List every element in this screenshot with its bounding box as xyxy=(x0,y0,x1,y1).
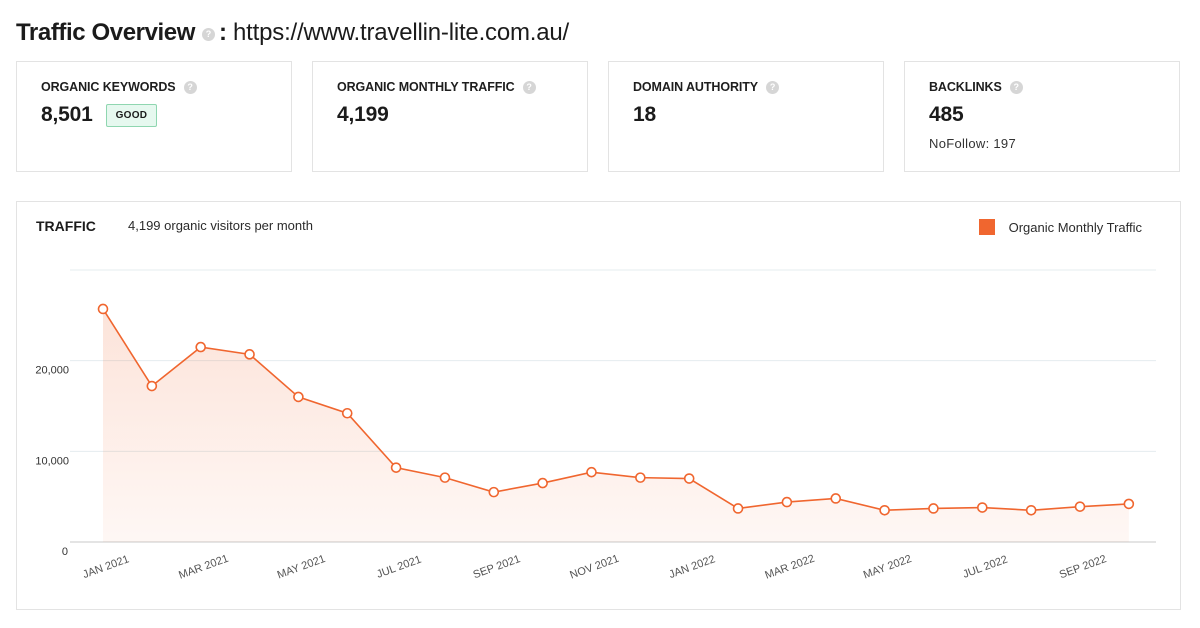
series-area xyxy=(103,308,1129,542)
data-point[interactable] xyxy=(683,473,695,484)
x-tick-label: MAY 2022 xyxy=(862,553,913,582)
x-tick-label: JUL 2021 xyxy=(375,554,423,581)
question-icon[interactable]: ? xyxy=(183,80,197,94)
data-point[interactable] xyxy=(488,486,500,498)
traffic-chart-panel: TRAFFIC 4,199 organic visitors per month… xyxy=(16,201,1181,610)
card-value: 8,501 xyxy=(41,103,93,126)
data-point[interactable] xyxy=(976,502,988,513)
card-domain-authority: DOMAIN AUTHORITY ? 18 xyxy=(608,61,884,172)
card-organic-keywords: ORGANIC KEYWORDS ? 8,501 GOOD xyxy=(16,61,292,172)
data-point[interactable] xyxy=(537,477,548,489)
data-point[interactable] xyxy=(1025,504,1037,516)
question-icon[interactable]: ? xyxy=(522,80,536,94)
card-label: ORGANIC MONTHLY TRAFFIC xyxy=(337,80,515,94)
data-point[interactable] xyxy=(879,504,890,516)
data-point[interactable] xyxy=(928,503,939,514)
card-backlinks: BACKLINKS ? 485 NoFollow: 197 xyxy=(904,61,1180,172)
y-tick-label: 10,000 xyxy=(35,455,69,467)
title-separator: : xyxy=(219,19,228,46)
data-point[interactable] xyxy=(244,349,255,360)
x-tick-label: MAR 2021 xyxy=(177,553,230,582)
card-label: BACKLINKS xyxy=(929,80,1002,94)
card-value: 4,199 xyxy=(337,103,389,126)
data-point[interactable] xyxy=(293,391,304,403)
card-value: 485 xyxy=(929,103,964,126)
x-tick-label: NOV 2021 xyxy=(568,553,620,582)
data-point[interactable] xyxy=(635,472,646,483)
data-point[interactable] xyxy=(195,341,206,353)
data-point[interactable] xyxy=(97,303,109,315)
data-point[interactable] xyxy=(341,407,353,419)
card-label: ORGANIC KEYWORDS xyxy=(41,80,176,94)
x-tick-label: JAN 2022 xyxy=(667,553,717,581)
data-point[interactable] xyxy=(586,466,597,478)
status-badge: GOOD xyxy=(105,103,158,127)
data-point[interactable] xyxy=(781,496,793,508)
card-label: DOMAIN AUTHORITY xyxy=(633,80,759,94)
nofollow-count: NoFollow: 197 xyxy=(929,136,1016,151)
panel-subtitle: 4,199 organic visitors per month xyxy=(128,218,313,233)
x-tick-label: SEP 2022 xyxy=(1058,553,1108,581)
legend-swatch xyxy=(978,219,995,235)
data-point[interactable] xyxy=(439,472,451,483)
data-point[interactable] xyxy=(390,462,402,473)
traffic-chart: 0 10,000 20,000 JAN 2021 MAR 2021 MAY 2021 JUL… xyxy=(35,269,1156,582)
question-icon[interactable]: ? xyxy=(766,80,780,94)
data-point[interactable] xyxy=(830,493,842,504)
card-value: 18 xyxy=(633,103,656,126)
y-tick-label: 20,000 xyxy=(35,365,69,377)
x-tick-label: MAR 2022 xyxy=(763,553,816,582)
question-icon[interactable]: ? xyxy=(202,28,216,41)
x-tick-label: JAN 2021 xyxy=(81,553,131,581)
page-title: Traffic Overview xyxy=(16,19,196,46)
chart-legend[interactable]: Organic Monthly Traffic xyxy=(978,219,1142,235)
data-point[interactable] xyxy=(1123,498,1135,510)
card-organic-monthly-traffic: ORGANIC MONTHLY TRAFFIC ? 4,199 xyxy=(312,61,588,172)
data-point[interactable] xyxy=(1074,501,1086,512)
question-icon[interactable]: ? xyxy=(1009,80,1023,94)
series-line xyxy=(102,308,1129,512)
x-tick-label: SEP 2021 xyxy=(472,553,522,581)
site-url: https://www.travellin-lite.com.au/ xyxy=(233,19,570,46)
x-tick-label: JUL 2022 xyxy=(961,554,1009,581)
data-point[interactable] xyxy=(146,380,158,392)
page-header: Traffic Overview ? : https://www.travell… xyxy=(16,16,569,50)
y-tick-label: 0 xyxy=(62,546,68,558)
x-tick-label: MAY 2021 xyxy=(276,553,327,582)
legend-label: Organic Monthly Traffic xyxy=(1008,219,1142,235)
data-point[interactable] xyxy=(732,503,744,514)
panel-title: TRAFFIC xyxy=(36,218,96,234)
